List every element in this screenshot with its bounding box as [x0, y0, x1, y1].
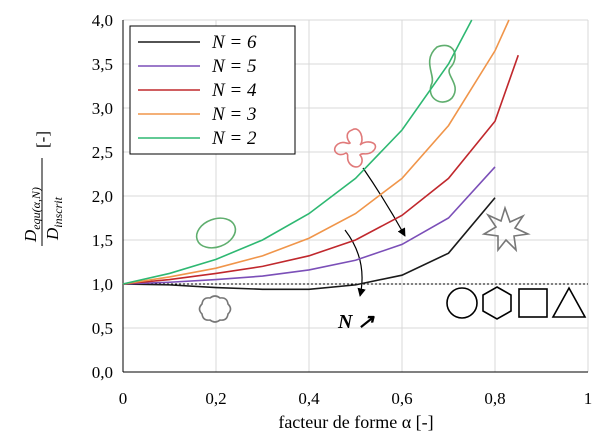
- clover-shape: [333, 128, 377, 168]
- series-line: [122, 166, 496, 285]
- series-line: [122, 19, 510, 285]
- x-axis-label: facteur de forme α [-]: [278, 412, 433, 432]
- peanut-shape: [428, 44, 456, 103]
- series-line: [122, 197, 496, 291]
- series-line: [122, 19, 473, 285]
- legend-label: N = 6: [211, 32, 257, 53]
- legend-label: N = 4: [211, 80, 257, 101]
- y-label-num: Dequ(α,N): [21, 187, 43, 243]
- legend-label: N = 2: [211, 128, 257, 149]
- triangle-shape: [551, 286, 587, 318]
- arrow: [344, 229, 366, 297]
- y-tick-label: 1,5: [92, 231, 113, 250]
- y-tick-label: 2,5: [92, 143, 113, 162]
- y-tick-label: 0,0: [92, 363, 113, 382]
- y-label-unit: [-]: [33, 131, 52, 148]
- y-tick-label: 0,5: [92, 319, 113, 338]
- x-tick-label: 0: [119, 389, 128, 408]
- x-tick-label: 0,2: [205, 389, 226, 408]
- legend-label: N = 3: [211, 104, 257, 125]
- y-tick-label: 4,0: [92, 11, 113, 30]
- hexagon-shape: [482, 286, 512, 320]
- x-tick-label: 0,4: [298, 389, 320, 408]
- y-label-den: Dinscrit: [43, 196, 65, 241]
- x-tick-label: 0,8: [484, 389, 505, 408]
- arrow: [362, 167, 406, 237]
- legend-label: N = 5: [211, 56, 257, 77]
- oval-shape: [195, 217, 237, 249]
- annotation: N ↗: [337, 311, 375, 333]
- circle-shape: [446, 287, 478, 319]
- y-tick-label: 2,0: [92, 187, 113, 206]
- shape-icons: [195, 44, 587, 323]
- x-tick-label: 0,6: [391, 389, 412, 408]
- small-flower-shape: [198, 295, 232, 323]
- y-tick-label: 3,0: [92, 99, 113, 118]
- square-shape: [518, 288, 548, 318]
- y-tick-label: 3,5: [92, 55, 113, 74]
- x-tick-label: 1: [584, 389, 593, 408]
- series-line: [122, 54, 520, 285]
- y-tick-label: 1,0: [92, 275, 113, 294]
- y-axis-label: Dequ(α,N) Dinscrit [-]: [21, 131, 65, 246]
- star-shape: [481, 205, 531, 253]
